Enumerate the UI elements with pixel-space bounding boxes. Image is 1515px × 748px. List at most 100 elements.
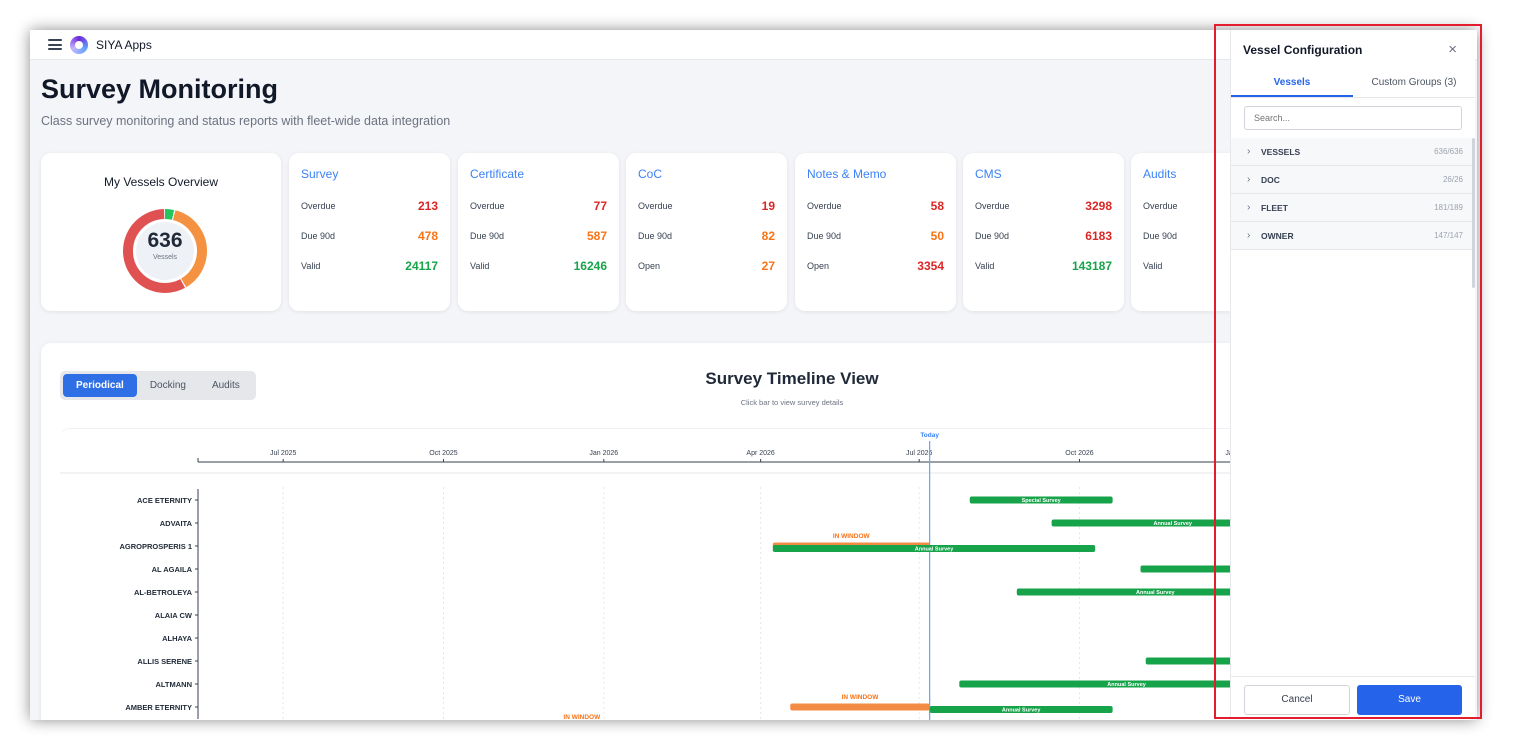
stat-card-notes-memo[interactable]: Notes & Memo Overdue 58 Due 90d 50 Open 3354 — [795, 153, 956, 311]
donut-segment-overdue — [123, 209, 207, 293]
x-tick-label: Jan 2026 — [589, 450, 618, 457]
vessel-label[interactable]: ALAIA CW — [155, 611, 193, 620]
stat-row[interactable]: Due 90d 6183 — [975, 228, 1112, 244]
group-name: OWNER — [1261, 230, 1294, 241]
stat-row[interactable]: Open 27 — [638, 258, 775, 274]
group-item-vessels[interactable]: › VESSELS 636/636 — [1231, 138, 1475, 166]
vessel-count-unit: Vessels — [152, 254, 178, 261]
stat-value: 6183 — [1085, 229, 1112, 243]
survey-bar[interactable] — [969, 496, 1113, 504]
stat-label: Overdue — [470, 201, 505, 211]
stat-row[interactable]: Valid — [1143, 258, 1280, 274]
stat-row[interactable]: Valid 143187 — [975, 258, 1112, 274]
vessel-label[interactable]: AL AGAILA — [152, 565, 193, 574]
x-tick-label: Apr 2026 — [746, 450, 775, 457]
tab-custom-groups[interactable]: Custom Groups (3) — [1371, 77, 1457, 88]
panel-footer: Cancel Save — [1231, 676, 1475, 718]
stat-row[interactable]: Open 3354 — [807, 258, 944, 274]
stat-value: 213 — [417, 199, 438, 213]
vessel-label[interactable]: AL-BETROLEYA — [134, 588, 193, 597]
page-title: Survey Monitoring — [41, 74, 279, 104]
vessel-group-list: › VESSELS 636/636 › DOC 26/26 › FLEET 181/189 › OW… — [1231, 138, 1475, 250]
chevron-right-icon[interactable]: › — [1247, 146, 1251, 157]
vessel-search-input[interactable] — [1244, 106, 1462, 130]
close-icon[interactable]: × — [1448, 41, 1457, 58]
group-item-fleet[interactable]: › FLEET 181/189 — [1231, 194, 1475, 222]
survey-bar[interactable] — [929, 706, 1113, 713]
stat-row[interactable]: Overdue 213 — [301, 198, 438, 214]
stat-row[interactable]: Valid 16246 — [470, 258, 607, 274]
stat-row[interactable]: Valid 24117 — [301, 258, 438, 274]
survey-bar[interactable] — [959, 680, 1294, 688]
stat-card-title: Certificate — [470, 167, 525, 181]
stat-row[interactable]: Due 90d — [1143, 228, 1280, 244]
tab-audits[interactable]: Audits — [211, 380, 240, 391]
stat-row[interactable]: Overdue 58 — [807, 198, 944, 214]
vessel-label[interactable]: AGROPROSPERIS 1 — [119, 542, 192, 551]
chevron-right-icon[interactable]: › — [1247, 230, 1251, 241]
stat-card-title: CMS — [975, 167, 1002, 181]
stat-value: 3298 — [1085, 199, 1112, 213]
stat-card-coc[interactable]: CoC Overdue 19 Due 90d 82 Open 27 — [626, 153, 787, 311]
cancel-button[interactable]: Cancel — [1244, 685, 1350, 715]
app-name: SIYA Apps — [96, 37, 152, 52]
vessel-label[interactable]: ACE ETERNITY — [137, 496, 192, 505]
in-window-label: IN WINDOW — [842, 694, 880, 701]
survey-bar-label: Annual Survey — [1153, 521, 1192, 527]
stat-label: Overdue — [975, 201, 1010, 211]
stat-label: Overdue — [301, 201, 336, 211]
vessel-label[interactable]: ALHAYA — [162, 634, 192, 643]
group-count: 636/636 — [1434, 147, 1463, 156]
window-bar[interactable] — [790, 703, 930, 711]
vessel-label[interactable]: ALTMANN — [155, 680, 192, 689]
siya-logo-icon — [70, 35, 88, 54]
survey-bar[interactable] — [772, 545, 1096, 552]
stat-row[interactable]: Due 90d 82 — [638, 228, 775, 244]
stat-row[interactable]: Overdue 77 — [470, 198, 607, 214]
stat-row[interactable]: Due 90d 50 — [807, 228, 944, 244]
stat-card-certificate[interactable]: Certificate Overdue 77 Due 90d 587 Valid 16246 — [458, 153, 619, 311]
stat-value: 27 — [761, 259, 775, 273]
vessel-label[interactable]: AMBER ETERNITY — [125, 703, 192, 712]
vessel-label[interactable]: ADVAITA — [160, 519, 193, 528]
group-count: 181/189 — [1434, 203, 1463, 212]
panel-tabs: Vessels Custom Groups (3) — [1231, 69, 1475, 98]
stat-card-survey[interactable]: Survey Overdue 213 Due 90d 478 Valid 24117 — [289, 153, 450, 311]
tab-vessels[interactable]: Vessels — [1231, 69, 1353, 97]
panel-title: Vessel Configuration — [1243, 43, 1363, 57]
group-count: 147/147 — [1434, 231, 1463, 240]
stat-row[interactable]: Due 90d 587 — [470, 228, 607, 244]
save-button[interactable]: Save — [1357, 685, 1462, 715]
x-tick-label: Jul 2025 — [270, 450, 297, 457]
tab-periodical[interactable]: Periodical — [63, 374, 137, 397]
vessels-overview-card[interactable]: My Vessels Overview 636 Vessels — [41, 153, 281, 311]
survey-bar-label: Annual Survey — [915, 547, 954, 553]
hamburger-menu-icon[interactable] — [48, 39, 62, 50]
vessel-label[interactable]: ALLIS SERENE — [137, 657, 192, 666]
stat-card-cms[interactable]: CMS Overdue 3298 Due 90d 6183 Valid 143187 — [963, 153, 1124, 311]
in-window-label: IN WINDOW — [833, 533, 871, 540]
stat-card-title: Notes & Memo — [807, 167, 887, 181]
group-item-owner[interactable]: › OWNER 147/147 — [1231, 222, 1475, 250]
survey-bar-label: Annual Survey — [1107, 682, 1146, 688]
survey-bar[interactable] — [1016, 588, 1294, 596]
stat-card-title: Survey — [301, 167, 339, 181]
stat-value: 19 — [761, 199, 775, 213]
x-tick-label: Jul 2026 — [906, 450, 933, 457]
chevron-right-icon[interactable]: › — [1247, 174, 1251, 185]
stat-row[interactable]: Due 90d 478 — [301, 228, 438, 244]
survey-bar-label: Special Survey — [1022, 498, 1062, 504]
group-count: 26/26 — [1442, 175, 1463, 184]
chevron-right-icon[interactable]: › — [1247, 202, 1251, 213]
stat-label: Due 90d — [807, 231, 842, 241]
stat-row[interactable]: Overdue 19 — [638, 198, 775, 214]
panel-scrollbar[interactable] — [1472, 138, 1475, 288]
stat-label: Due 90d — [1143, 231, 1178, 241]
stat-label: Valid — [301, 261, 321, 271]
stat-card-title: Audits — [1143, 167, 1177, 181]
group-item-doc[interactable]: › DOC 26/26 — [1231, 166, 1475, 194]
stat-row[interactable]: Overdue 3298 — [975, 198, 1112, 214]
tab-docking[interactable]: Docking — [149, 380, 186, 391]
stat-card-title: CoC — [638, 167, 663, 181]
stat-row[interactable]: Overdue — [1143, 198, 1280, 214]
